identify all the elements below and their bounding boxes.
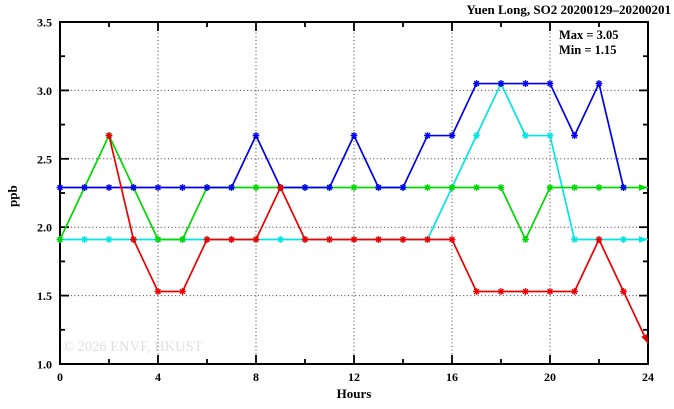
- x-tick-label: 16: [446, 370, 458, 384]
- y-tick-label: 3.5: [37, 16, 52, 30]
- gridlines: [60, 22, 648, 364]
- max-min-annotation: Max = 3.05 Min = 1.15: [559, 28, 619, 58]
- y-tick-label: 1.5: [37, 289, 52, 303]
- x-tick-label: 20: [544, 370, 556, 384]
- x-tick-label: 12: [348, 370, 360, 384]
- y-axis-label: ppb: [5, 185, 20, 207]
- tick-labels: 1.0 1.5 2.0 2.5 3.0 3.5 0 4 8 12 16 20 24: [37, 16, 654, 385]
- chart-title: Yuen Long, SO2 20200129–20200201: [466, 2, 671, 17]
- max-value-label: Max = 3.05: [559, 28, 619, 42]
- series-blue-line: [56, 80, 627, 191]
- x-tick-label: 4: [155, 370, 161, 384]
- x-tick-label: 24: [642, 370, 654, 384]
- x-tick-label: 0: [57, 370, 63, 384]
- arrow-head-icon: [639, 184, 648, 191]
- min-value-label: Min = 1.15: [559, 43, 617, 57]
- series-red-line: [105, 132, 649, 344]
- y-tick-label: 2.5: [37, 152, 52, 166]
- x-tick-label: 8: [253, 370, 259, 384]
- y-tick-label: 1.0: [37, 358, 52, 372]
- arrow-head-icon: [641, 333, 648, 344]
- y-tick-label: 3.0: [37, 84, 52, 98]
- arrow-head-icon: [639, 236, 648, 243]
- x-axis-label: Hours: [336, 386, 372, 401]
- watermark-text: © 2026 ENVF, HKUST: [63, 339, 203, 355]
- y-tick-label: 2.0: [37, 221, 52, 235]
- plot-frame: [59, 21, 649, 365]
